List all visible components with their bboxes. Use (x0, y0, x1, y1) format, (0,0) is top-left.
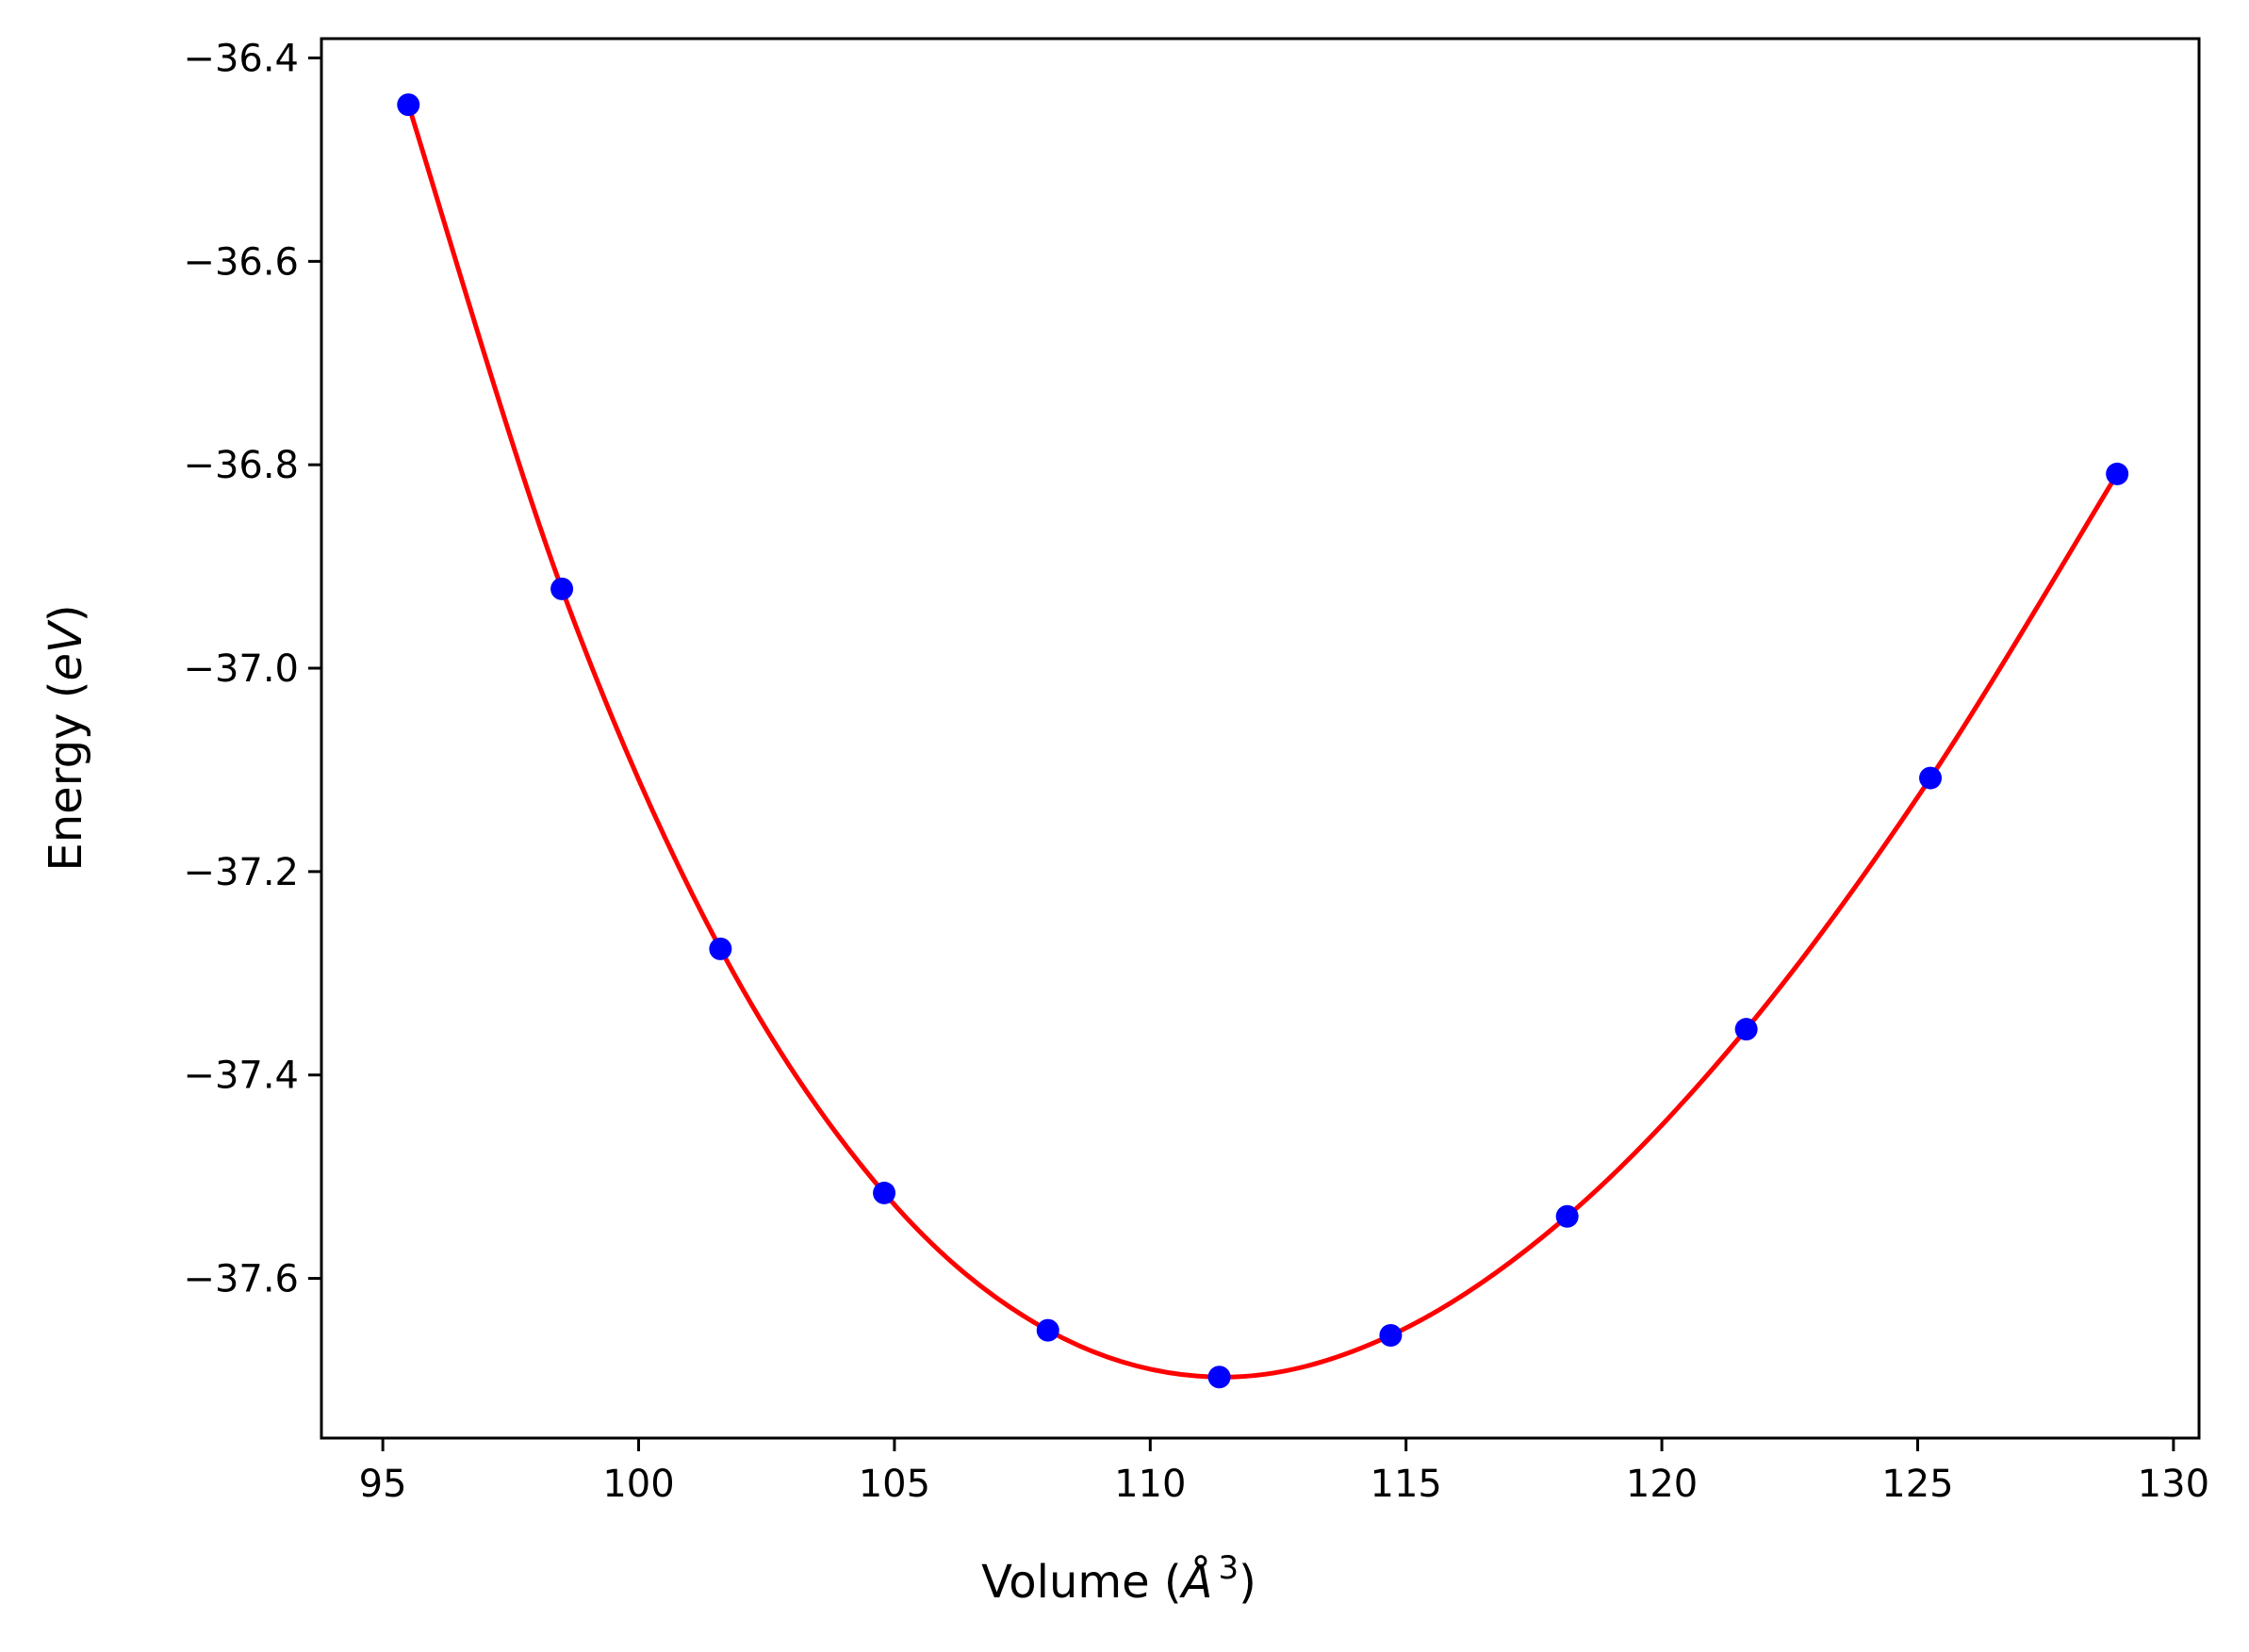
y-tick-label: −36.6 (183, 240, 299, 284)
data-point (397, 93, 420, 117)
data-point (1734, 1018, 1758, 1041)
x-axis-label-group: Volume (Å 3) (981, 1549, 1256, 1609)
y-tick-label: −36.4 (183, 38, 299, 81)
y-axis-label: Energy (eV) (40, 604, 92, 871)
data-point (550, 577, 574, 600)
plot-frame (320, 37, 2201, 1440)
x-tick-label: 105 (859, 1463, 930, 1506)
x-tick-label: 125 (1881, 1463, 1953, 1506)
y-tick-label: −37.4 (183, 1055, 299, 1098)
y-axis-label-prefix: Energy ( (40, 681, 92, 872)
y-tick-label: −36.8 (183, 444, 299, 487)
x-axis-label-suffix: ) (1239, 1556, 1256, 1609)
x-axis-label-power: 3 (1218, 1549, 1239, 1587)
data-point (1555, 1204, 1579, 1228)
x-axis-ticks: 95 100 105 110 115 120 125 130 (359, 1438, 2209, 1506)
data-point (1919, 766, 1943, 790)
data-point (1379, 1323, 1403, 1347)
y-axis-label-suffix: ) (40, 604, 92, 622)
x-tick-label: 120 (1626, 1463, 1698, 1506)
y-axis-label-group: Energy (eV) (40, 604, 92, 871)
data-point (709, 937, 732, 960)
y-tick-label: −37.6 (183, 1258, 299, 1301)
x-axis-label: Volume (Å 3) (981, 1549, 1256, 1609)
data-point (1036, 1318, 1059, 1342)
y-tick-label: −37.2 (183, 851, 299, 894)
x-axis-label-prefix: Volume ( (981, 1556, 1182, 1609)
y-axis-ticks: −36.4 −36.6 −36.8 −37.0 −37.2 −37.4 −37.6 (183, 38, 321, 1301)
data-point (2106, 462, 2129, 485)
x-tick-label: 95 (359, 1463, 407, 1506)
plot-area (397, 93, 2129, 1389)
data-point (1207, 1366, 1231, 1389)
fit-curve-line (405, 102, 2120, 1380)
x-tick-label: 130 (2138, 1463, 2209, 1506)
x-tick-label: 100 (602, 1463, 674, 1506)
y-tick-label: −37.0 (183, 647, 299, 691)
x-tick-label: 115 (1371, 1463, 1442, 1506)
x-tick-label: 110 (1114, 1463, 1186, 1506)
x-axis-label-unit: Å (1179, 1555, 1213, 1609)
data-point (873, 1181, 896, 1204)
y-axis-label-unit: eV (40, 619, 92, 681)
